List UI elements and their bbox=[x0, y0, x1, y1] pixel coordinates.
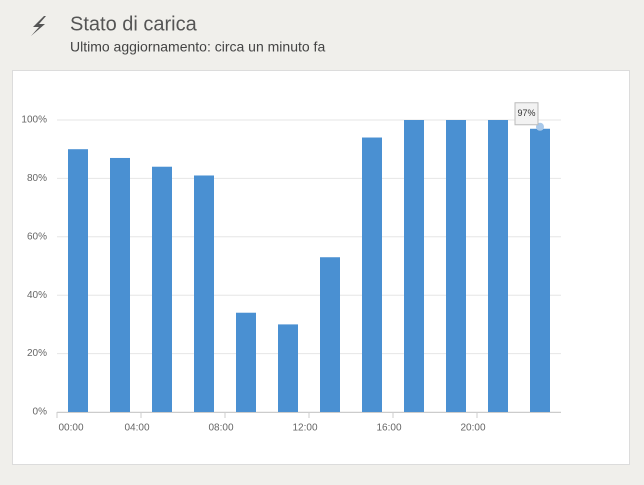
bar bbox=[68, 149, 88, 412]
subtitle: Ultimo aggiornamento: circa un minuto fa bbox=[70, 39, 325, 55]
bolt-icon bbox=[31, 16, 46, 36]
tooltip-box bbox=[514, 102, 539, 126]
y-tick-label: 80% bbox=[27, 173, 47, 184]
bar bbox=[320, 257, 340, 412]
title: Stato di carica bbox=[70, 13, 198, 35]
bar bbox=[152, 166, 172, 412]
bar bbox=[236, 312, 256, 412]
bar bbox=[194, 175, 214, 412]
bar bbox=[446, 120, 466, 412]
bar bbox=[362, 137, 382, 412]
x-tick-label: 00:00 bbox=[58, 423, 83, 434]
y-tick-label: 0% bbox=[33, 407, 48, 418]
y-tick-label: 100% bbox=[21, 115, 47, 126]
x-tick-label: 12:00 bbox=[292, 423, 317, 434]
bar bbox=[530, 128, 550, 412]
y-tick-label: 60% bbox=[27, 231, 47, 242]
y-tick-label: 20% bbox=[27, 348, 47, 359]
bar bbox=[278, 324, 298, 412]
bar bbox=[488, 120, 508, 412]
x-tick-label: 20:00 bbox=[460, 423, 485, 434]
x-tick-label: 04:00 bbox=[124, 423, 149, 434]
bar bbox=[110, 157, 130, 412]
y-tick-label: 40% bbox=[27, 290, 47, 301]
bar bbox=[404, 120, 424, 412]
x-tick-label: 16:00 bbox=[376, 423, 401, 434]
x-tick-label: 08:00 bbox=[208, 423, 233, 434]
tooltip-label: 97% bbox=[517, 108, 535, 118]
